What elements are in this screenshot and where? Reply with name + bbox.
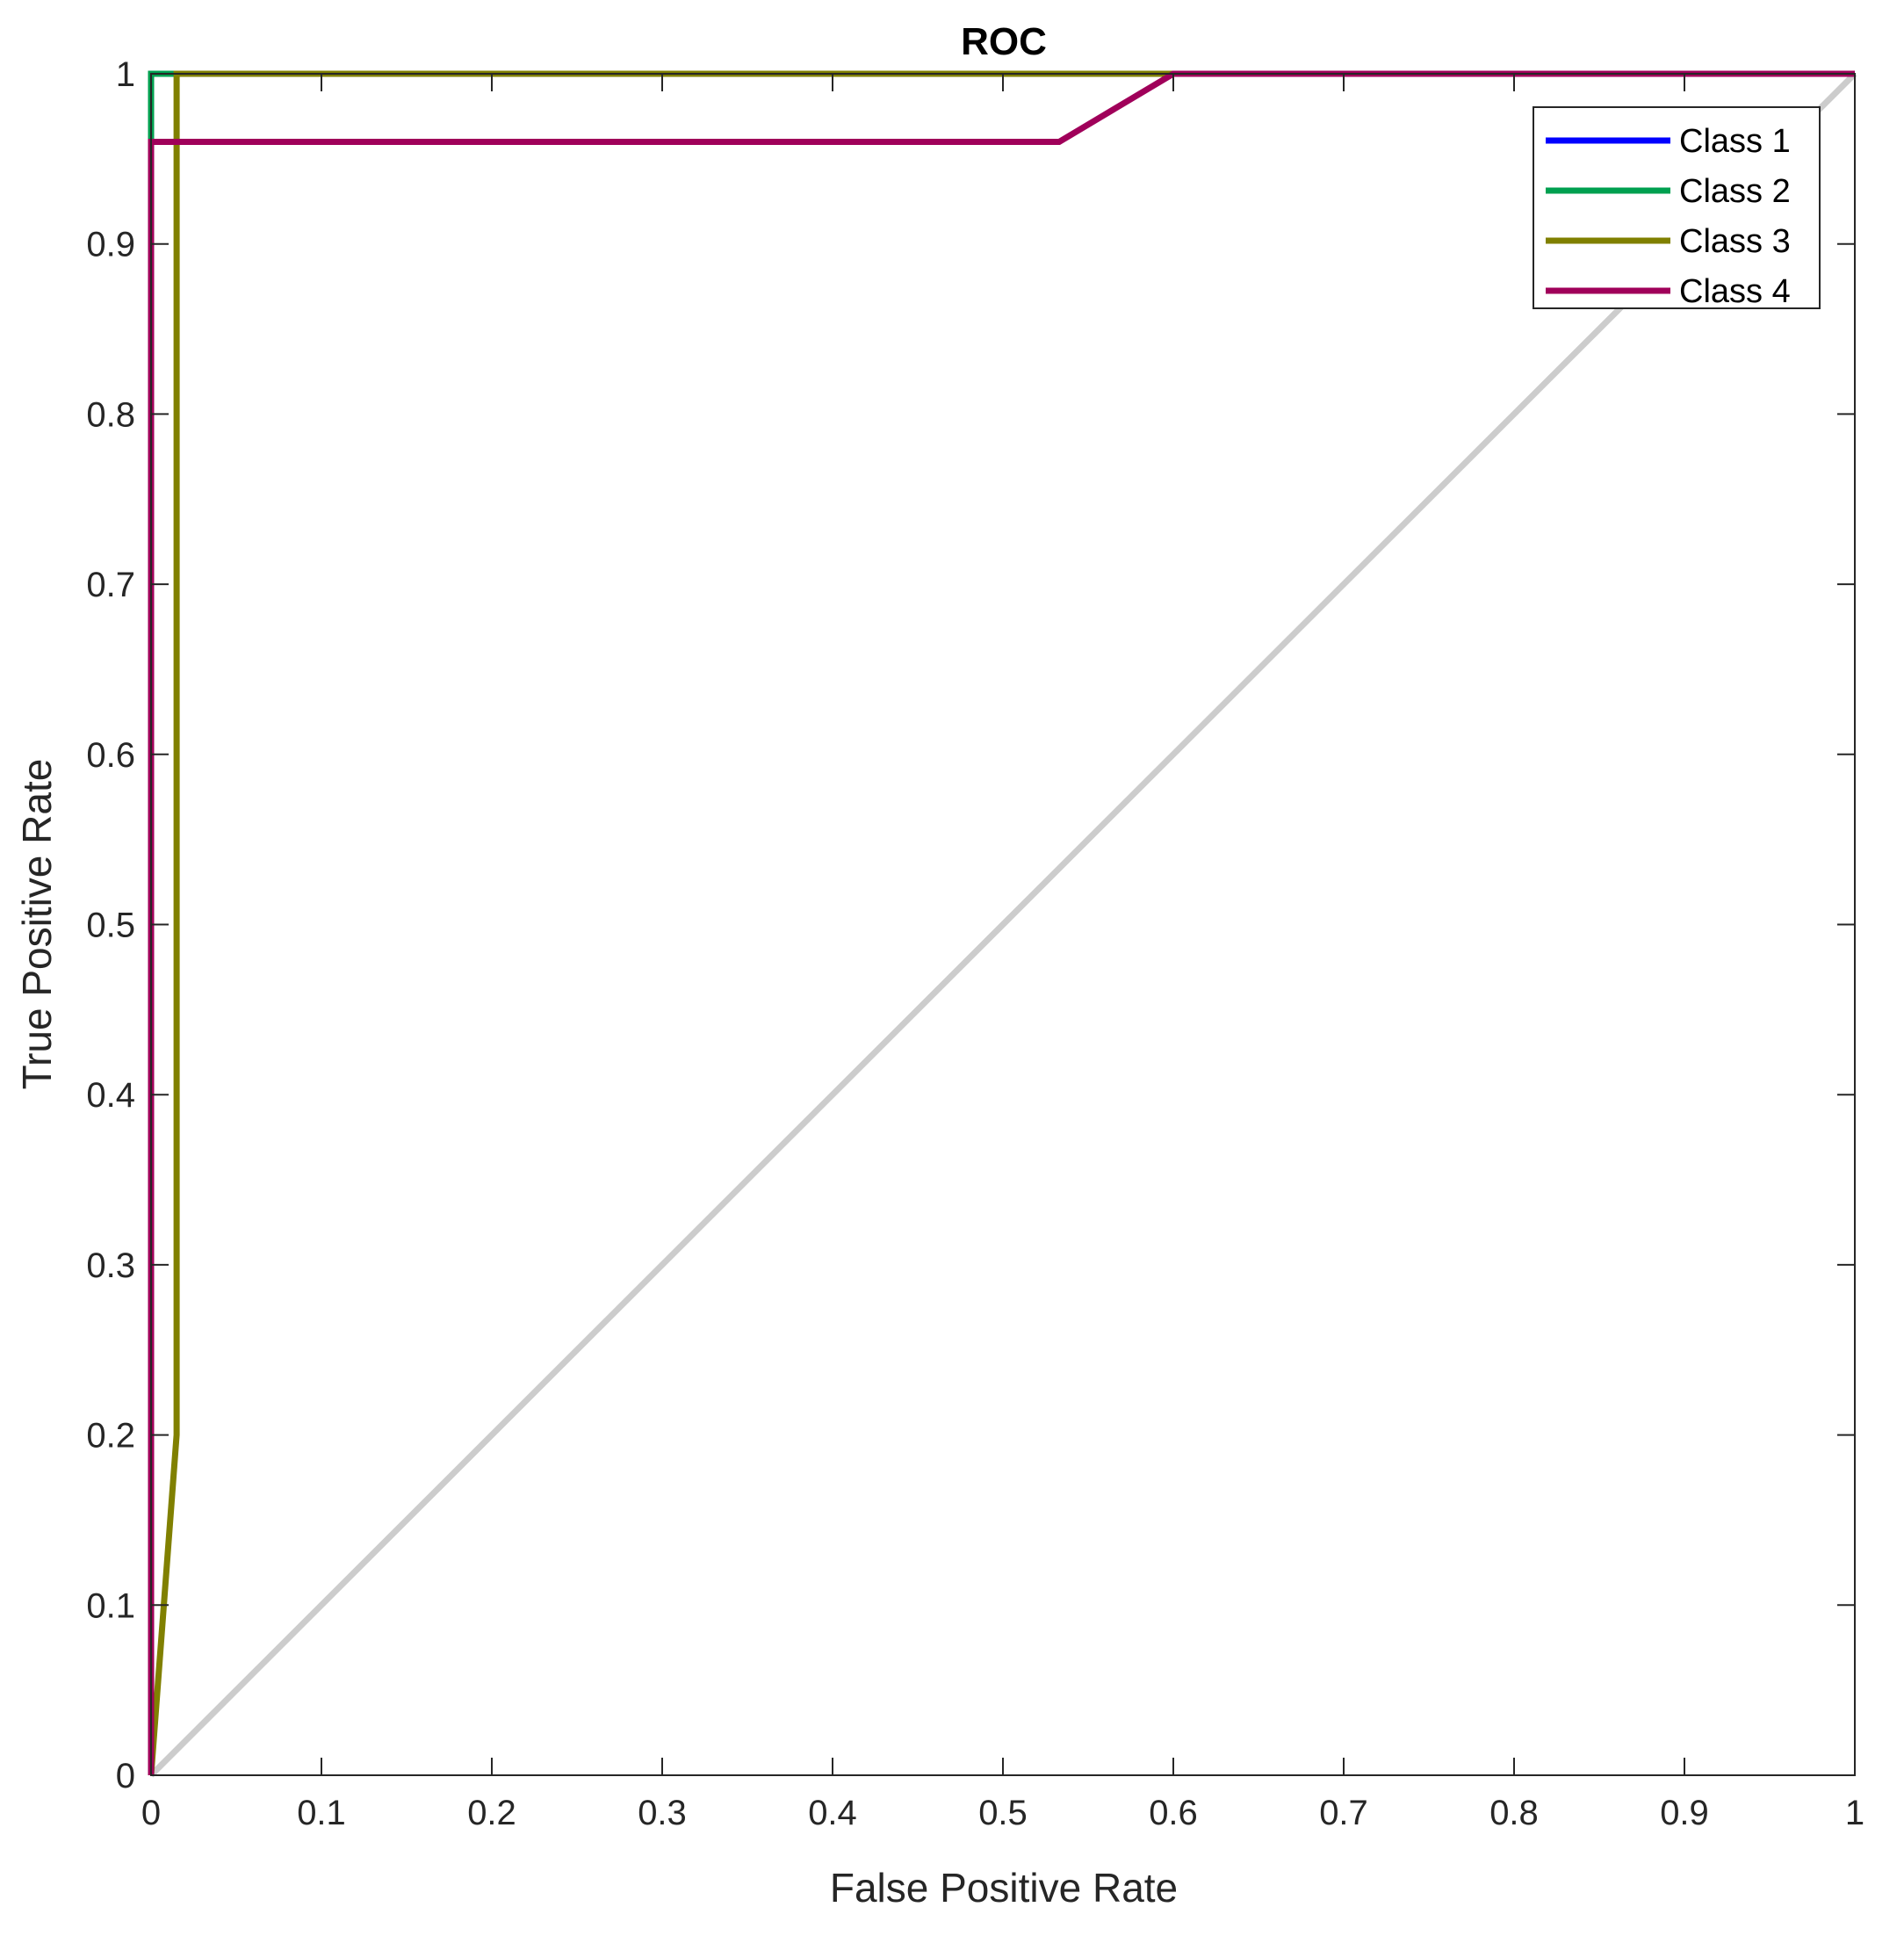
diagonal-reference-line xyxy=(148,71,1857,1778)
y-tick-label: 0.7 xyxy=(86,566,135,604)
y-tick-label: 0.8 xyxy=(86,395,135,434)
legend-label-4: Class 4 xyxy=(1679,273,1791,310)
x-tick-label: 0.8 xyxy=(1489,1794,1539,1832)
x-tick-label: 0.7 xyxy=(1319,1794,1368,1832)
legend-label-3: Class 3 xyxy=(1679,223,1791,260)
legend-label-1: Class 1 xyxy=(1679,123,1791,160)
y-tick-label: 0.9 xyxy=(86,226,135,264)
legend: Class 1 Class 2 Class 3 Class 4 xyxy=(1533,106,1821,310)
y-tick-label: 0.4 xyxy=(86,1076,135,1115)
x-tick-label: 0.3 xyxy=(638,1794,687,1832)
y-tick-label: 1 xyxy=(116,55,135,94)
x-tick-label: 0 xyxy=(141,1794,161,1832)
y-tick-label: 0.2 xyxy=(86,1417,135,1456)
plot-area: 0 0.1 0.2 0.3 0.4 0.5 0.6 0.7 0.8 0.9 1 0 0.1 0.2 0.3 0… xyxy=(86,55,1864,1832)
y-tick-label: 0 xyxy=(116,1757,135,1795)
x-tick-label: 0.4 xyxy=(808,1794,857,1832)
x-tick-label: 0.1 xyxy=(297,1794,346,1832)
y-tick-label: 0.3 xyxy=(86,1246,135,1285)
y-tick-label: 0.5 xyxy=(86,907,135,945)
x-tick-label: 0.2 xyxy=(467,1794,516,1832)
x-tick-label: 0.6 xyxy=(1149,1794,1198,1832)
legend-label-2: Class 2 xyxy=(1679,173,1791,210)
y-tick-label: 0.6 xyxy=(86,736,135,775)
x-tick-label: 0.9 xyxy=(1660,1794,1709,1832)
x-tick-label: 0.5 xyxy=(978,1794,1028,1832)
y-tick-label: 0.1 xyxy=(86,1586,135,1625)
chart-title: ROC xyxy=(961,20,1047,63)
x-axis-label: False Positive Rate xyxy=(830,1865,1178,1911)
x-tick-label: 1 xyxy=(1845,1794,1864,1832)
y-axis-label: True Positive Rate xyxy=(14,759,60,1090)
